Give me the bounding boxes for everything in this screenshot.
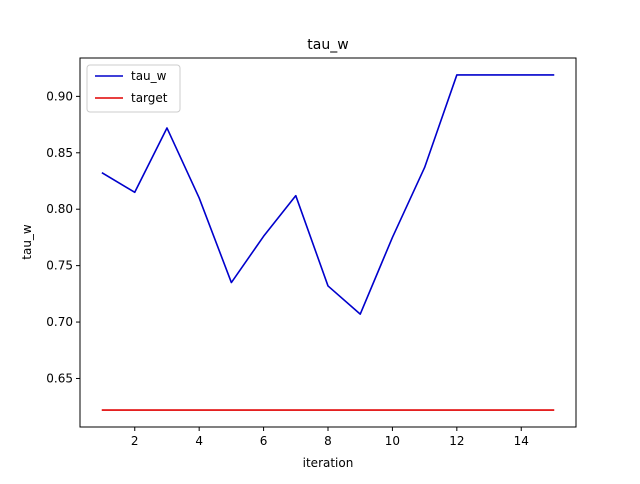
y-tick-label: 0.65	[46, 371, 73, 385]
y-tick-label: 0.85	[46, 146, 73, 160]
x-tick-label: 14	[514, 434, 529, 448]
y-axis-ticks: 0.65 0.70 0.75 0.80 0.85 0.90	[46, 89, 80, 385]
legend-label-tau-w: tau_w	[131, 69, 167, 83]
x-tick-label: 4	[195, 434, 203, 448]
legend: tau_w target	[86, 64, 181, 113]
x-tick-label: 6	[260, 434, 268, 448]
chart-title: tau_w	[307, 37, 348, 53]
x-tick-label: 10	[385, 434, 400, 448]
y-tick-label: 0.70	[46, 315, 73, 329]
x-tick-label: 2	[131, 434, 139, 448]
legend-label-target: target	[131, 91, 168, 105]
x-tick-label: 8	[324, 434, 332, 448]
y-tick-label: 0.80	[46, 202, 73, 216]
y-tick-label: 0.90	[46, 89, 73, 103]
y-tick-label: 0.75	[46, 259, 73, 273]
series-line-tau-w	[101, 74, 555, 315]
x-axis-ticks: 2 4 6 8 10 12 14	[131, 427, 529, 448]
y-axis-label: tau_w	[20, 224, 34, 260]
x-tick-label: 12	[449, 434, 464, 448]
series-lines	[101, 74, 555, 411]
x-axis-label: iteration	[303, 456, 354, 470]
